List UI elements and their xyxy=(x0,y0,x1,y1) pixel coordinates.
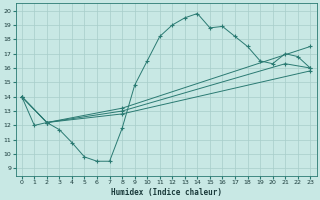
X-axis label: Humidex (Indice chaleur): Humidex (Indice chaleur) xyxy=(110,188,221,197)
